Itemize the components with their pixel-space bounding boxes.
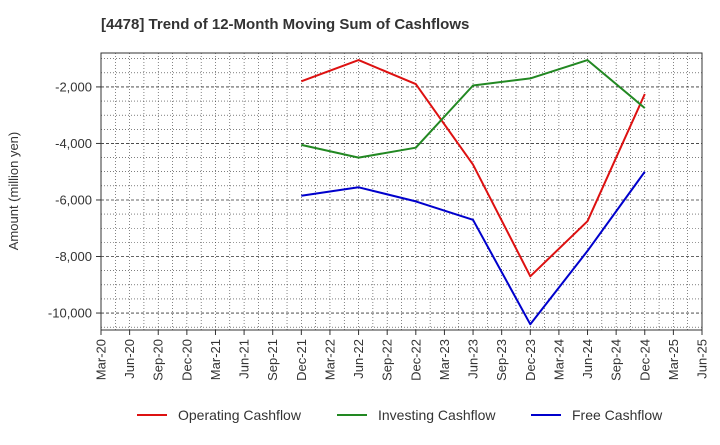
x-tick-label: Jun-20 [122,339,137,379]
free-cashflow-legend-label: Free Cashflow [572,407,663,423]
x-tick-label: Jun-22 [351,339,366,379]
x-tick-label: Dec-21 [294,339,309,381]
x-tick-label: Dec-23 [523,339,538,381]
y-tick-label: -6,000 [55,192,92,207]
investing-cashflow-legend-label: Investing Cashflow [378,407,496,423]
series-lines [300,59,646,326]
operating-cashflow-legend-label: Operating Cashflow [178,407,302,423]
x-tick-label: Mar-20 [94,339,109,380]
x-tick-label: Jun-25 [695,339,710,379]
x-tick-label: Dec-20 [179,339,194,381]
plot-frame [100,52,703,331]
x-tick-label: Mar-22 [322,339,337,380]
y-tick-label: -2,000 [55,79,92,94]
x-tick-label: Jun-24 [580,339,595,379]
chart-title: [4478] Trend of 12-Month Moving Sum of C… [101,16,469,33]
x-tick-label: Mar-24 [551,339,566,380]
x-tick-label: Sep-22 [380,339,395,381]
x-tick-label: Dec-22 [408,339,423,381]
x-tick-label: Jun-23 [466,339,481,379]
free-cashflow-line [301,171,646,326]
x-tick-label: Mar-25 [666,339,681,380]
y-tick-label: -4,000 [55,136,92,151]
x-tick-label: Sep-21 [265,339,280,381]
operating-cashflow-line [300,59,646,278]
axes: -2,000 -4,000 -6,000 -8,000 -10,000 Mar-20 Jun… [48,52,710,381]
x-tick-label: Mar-21 [208,339,223,380]
x-tick-label: Mar-23 [437,339,452,380]
y-tick-label: -8,000 [55,249,92,264]
x-tick-label: Jun-21 [237,339,252,379]
legend: Operating Cashflow Investing Cashflow Free… [137,407,663,423]
x-tick-label: Sep-20 [151,339,166,381]
investing-cashflow-line [301,59,646,159]
x-tick-label: Dec-24 [637,339,652,381]
grid [100,53,703,330]
x-tick-label: Sep-24 [609,339,624,381]
x-tick-label: Sep-23 [494,339,509,381]
y-tick-label: -10,000 [48,306,92,321]
y-axis-label: Amount (million yen) [6,132,21,251]
